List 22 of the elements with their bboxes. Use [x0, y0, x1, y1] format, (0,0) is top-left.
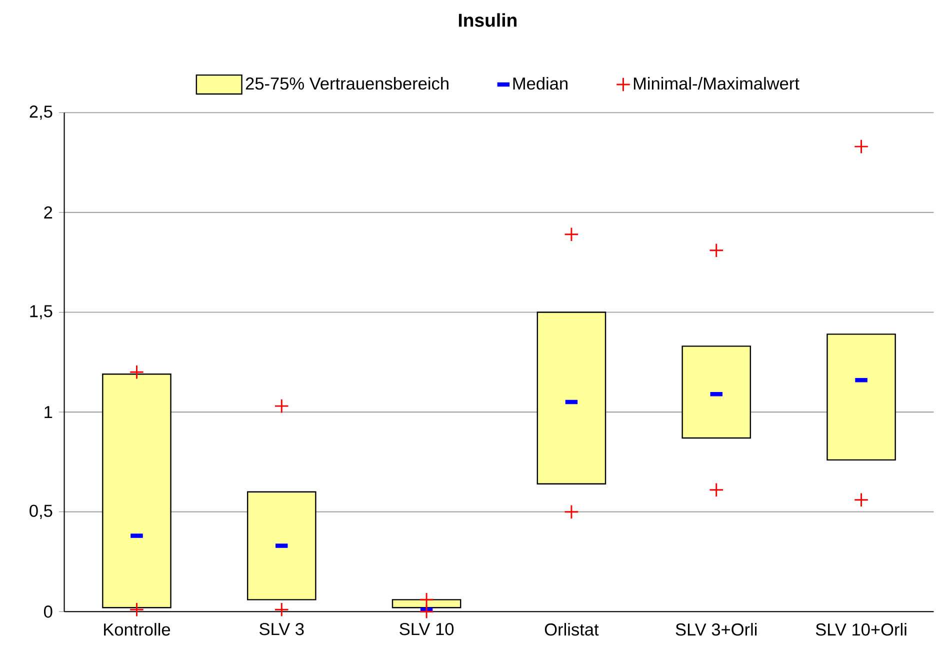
y-tick-label: 0	[44, 606, 52, 618]
bar	[246, 491, 316, 600]
y-tick-label: 1,5	[30, 305, 52, 320]
y-tick-label: 2,5	[30, 106, 52, 120]
bar	[682, 346, 752, 439]
bar	[392, 599, 462, 608]
legend-label: Median	[513, 76, 568, 90]
legend-label: Minimal-/Maximalwert	[634, 76, 800, 90]
x-tick-label: SLV 10+Orli	[816, 622, 906, 636]
bar	[102, 374, 172, 608]
bar	[826, 334, 896, 461]
y-tick-label: 2	[44, 206, 52, 218]
y-tick-label: 0,5	[30, 504, 52, 519]
x-tick-label: SLV 10	[400, 622, 454, 636]
x-tick-label: SLV 3	[260, 622, 304, 636]
bar	[536, 312, 606, 484]
chart-title: Insulin	[458, 13, 516, 27]
y-tick-label: 1	[44, 406, 52, 418]
x-tick-label: SLV 3+Orli	[676, 622, 757, 636]
x-tick-label: Kontrolle	[104, 622, 170, 636]
legend-label: 25-75% Vertrauensbereich	[246, 76, 448, 90]
x-tick-label: Orlistat	[544, 622, 599, 636]
